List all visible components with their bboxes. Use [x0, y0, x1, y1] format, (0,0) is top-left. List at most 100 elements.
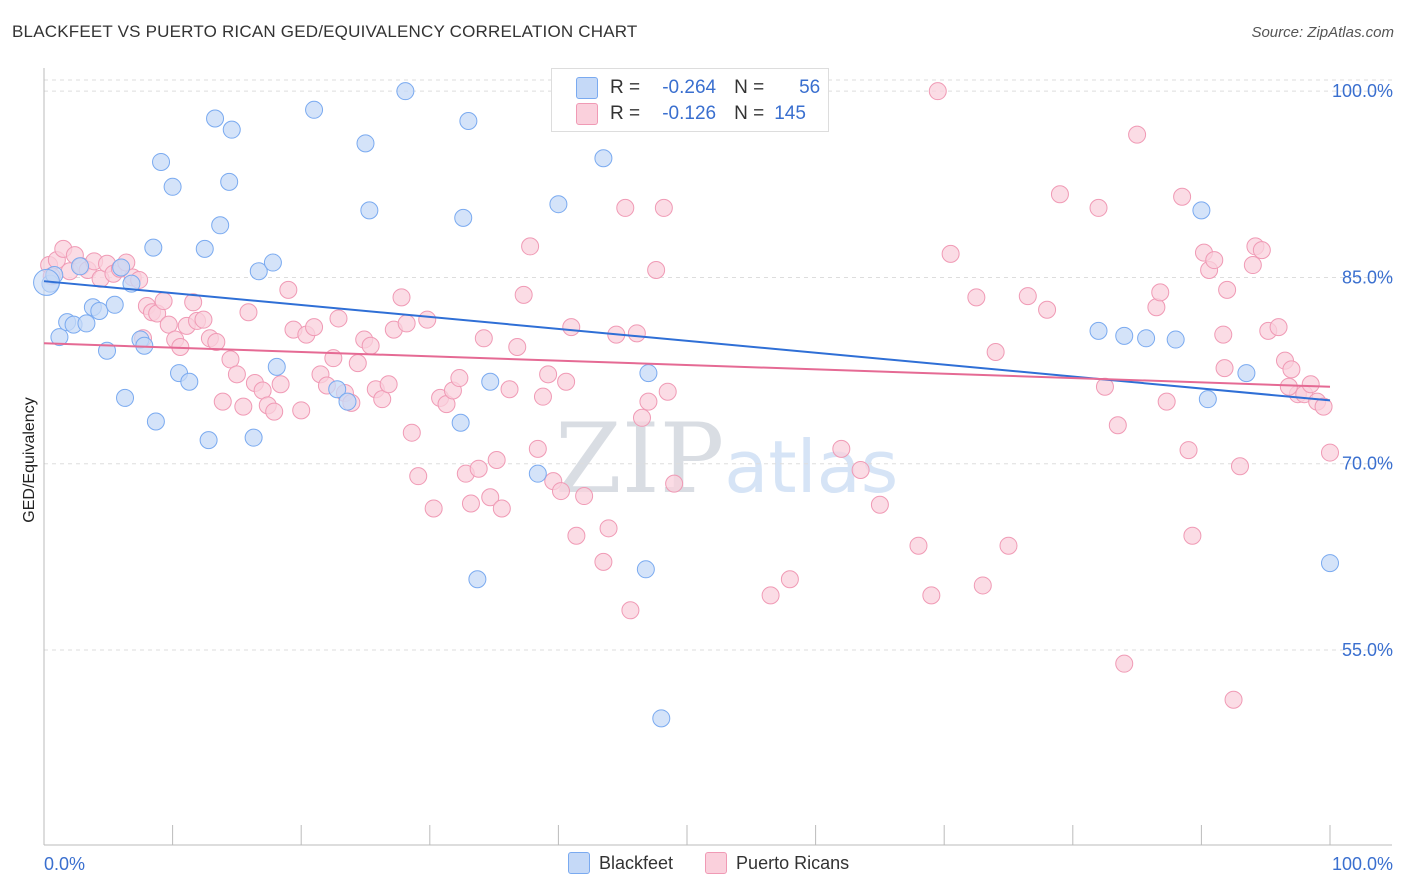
point-blackfeet [105, 295, 124, 314]
point-puerto-ricans [551, 482, 570, 501]
point-puerto-ricans [329, 309, 348, 328]
point-blackfeet [1192, 201, 1211, 220]
legend-label-puerto-ricans: Puerto Ricans [736, 852, 850, 873]
point-blackfeet [163, 177, 182, 196]
point-puerto-ricans [1215, 359, 1234, 378]
point-puerto-ricans [780, 570, 799, 589]
point-blackfeet [263, 253, 282, 272]
point-puerto-ricans [373, 390, 392, 409]
point-puerto-ricans [1314, 397, 1333, 416]
point-puerto-ricans [1179, 441, 1198, 460]
point-blackfeet [220, 172, 239, 191]
point-puerto-ricans [1205, 251, 1224, 270]
y-tick-label: 100.0% [1332, 81, 1393, 101]
stats-swatch-puerto-ricans [576, 103, 598, 125]
point-puerto-ricans [521, 237, 540, 256]
point-blackfeet [152, 152, 171, 171]
point-puerto-ricans [508, 338, 527, 357]
point-puerto-ricans [761, 586, 780, 605]
r-label: R = [610, 77, 641, 98]
point-puerto-ricans [999, 536, 1018, 555]
point-blackfeet [1115, 326, 1134, 345]
trend-line-blackfeet [43, 280, 1331, 402]
stats-legend: R = -0.264 N = 56 R = -0.126 N = 145 [551, 68, 829, 132]
point-blackfeet [50, 328, 69, 347]
source-label: Source: ZipAtlas.com [1251, 24, 1394, 41]
point-puerto-ricans [207, 333, 226, 352]
point-blackfeet [1166, 330, 1185, 349]
x-tick-label-min: 0.0% [44, 854, 85, 874]
point-puerto-ricans [851, 460, 870, 479]
point-blackfeet [481, 372, 500, 391]
point-puerto-ricans [221, 350, 240, 369]
point-puerto-ricans [450, 369, 469, 388]
point-puerto-ricans [1089, 198, 1108, 217]
point-blackfeet [1237, 364, 1256, 383]
point-puerto-ricans [1279, 377, 1298, 396]
point-puerto-ricans [557, 372, 576, 391]
point-puerto-ricans [1321, 443, 1339, 462]
point-puerto-ricans [474, 329, 493, 348]
grid-lines [44, 79, 1392, 651]
y-tick-label: 55.0% [1342, 640, 1393, 660]
point-puerto-ricans [1183, 526, 1202, 545]
point-puerto-ricans [599, 519, 618, 538]
point-blackfeet [396, 82, 415, 101]
point-puerto-ricans [1173, 187, 1192, 206]
point-puerto-ricans [632, 408, 651, 427]
y-tick-label: 85.0% [1342, 267, 1393, 287]
point-puerto-ricans [928, 82, 947, 101]
point-blackfeet [146, 412, 165, 431]
point-puerto-ricans [1050, 185, 1069, 204]
point-puerto-ricans [616, 198, 635, 217]
point-puerto-ricans [227, 365, 246, 384]
point-blackfeet [468, 570, 487, 589]
watermark: ZIPatlas [555, 403, 898, 515]
point-puerto-ricans [392, 288, 411, 307]
point-puerto-ricans [562, 318, 581, 337]
legend-label-blackfeet: Blackfeet [599, 852, 674, 873]
point-puerto-ricans [1230, 457, 1249, 476]
point-puerto-ricans [967, 288, 986, 307]
point-puerto-ricans [1151, 283, 1170, 302]
point-puerto-ricans [832, 439, 851, 458]
point-puerto-ricans [639, 392, 658, 411]
stats-swatch-blackfeet [576, 77, 598, 99]
point-blackfeet [459, 111, 478, 130]
point-puerto-ricans [292, 401, 311, 420]
point-puerto-ricans [424, 499, 443, 518]
point-puerto-ricans [1128, 125, 1147, 144]
point-blackfeet [116, 388, 135, 407]
point-puerto-ricans [409, 467, 428, 486]
point-puerto-ricans [1214, 325, 1233, 344]
point-puerto-ricans [575, 487, 594, 506]
point-blackfeet [195, 239, 214, 258]
point-puerto-ricans [973, 576, 992, 595]
stats-row-puerto-ricans: R = -0.126 N = 145 [576, 103, 820, 125]
point-blackfeet [249, 262, 268, 281]
point-blackfeet [1321, 554, 1339, 573]
point-blackfeet [451, 413, 470, 432]
n-label: N = [734, 103, 765, 124]
point-puerto-ricans [184, 293, 203, 312]
point-puerto-ricans [361, 336, 380, 355]
x-tick-label-max: 100.0% [1332, 854, 1393, 874]
point-blackfeet [594, 149, 613, 168]
point-puerto-ricans [1147, 298, 1166, 317]
point-blackfeet [652, 709, 671, 728]
point-puerto-ricans [461, 494, 480, 513]
point-puerto-ricans [594, 552, 613, 571]
point-puerto-ricans [870, 495, 889, 514]
point-puerto-ricans [239, 303, 258, 322]
point-puerto-ricans [1218, 280, 1237, 299]
point-blackfeet [77, 314, 96, 333]
legend-swatch-blackfeet [568, 852, 590, 874]
r-value-puerto-ricans: -0.126 [662, 103, 717, 124]
point-blackfeet [71, 257, 90, 276]
point-puerto-ricans [533, 387, 552, 406]
series-blackfeet [33, 82, 1339, 728]
point-puerto-ricans [1269, 318, 1288, 337]
point-puerto-ricans [539, 365, 558, 384]
point-puerto-ricans [348, 354, 367, 373]
